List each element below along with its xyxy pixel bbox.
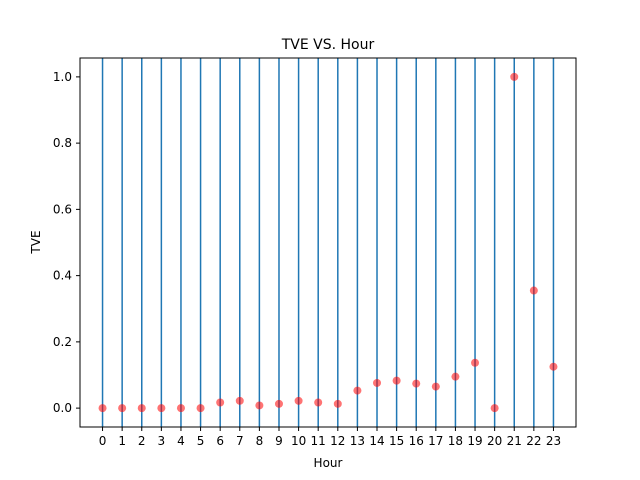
x-tick-label-9: 9 <box>275 434 283 448</box>
x-tick-label-17: 17 <box>428 434 443 448</box>
data-point-6 <box>216 398 225 407</box>
data-point-15 <box>392 376 401 385</box>
y-tick-label-1: 0.2 <box>53 335 72 349</box>
x-tick-label-21: 21 <box>507 434 522 448</box>
x-tick-label-18: 18 <box>448 434 463 448</box>
y-tick-label-3: 0.6 <box>53 202 72 216</box>
data-point-22 <box>529 286 538 295</box>
y-axis-ticks: 0.0 0.2 0.4 0.6 0.8 1.0 <box>53 70 80 415</box>
x-tick-label-6: 6 <box>216 434 224 448</box>
x-tick-label-15: 15 <box>389 434 404 448</box>
data-point-12 <box>333 399 342 408</box>
data-point-7 <box>235 396 244 405</box>
data-point-13 <box>353 386 362 395</box>
plot-frame <box>79 57 577 428</box>
chart-title: TVE VS. Hour <box>281 37 375 53</box>
y-tick-label-4: 0.8 <box>53 136 72 150</box>
data-point-2 <box>137 404 146 413</box>
data-point-0 <box>98 404 107 413</box>
data-point-11 <box>314 398 323 407</box>
data-point-16 <box>412 379 421 388</box>
x-tick-label-8: 8 <box>256 434 264 448</box>
data-point-5 <box>196 404 205 413</box>
data-point-23 <box>549 362 558 371</box>
data-point-19 <box>471 358 480 367</box>
data-point-1 <box>118 404 127 413</box>
x-axis-label: Hour <box>314 456 343 470</box>
data-point-9 <box>274 399 283 408</box>
data-point-3 <box>157 404 166 413</box>
data-point-8 <box>255 401 264 410</box>
x-tick-label-16: 16 <box>409 434 424 448</box>
x-tick-label-19: 19 <box>467 434 482 448</box>
y-tick-label-5: 1.0 <box>53 70 72 84</box>
x-tick-label-3: 3 <box>158 434 166 448</box>
x-tick-label-5: 5 <box>197 434 205 448</box>
x-tick-label-20: 20 <box>487 434 502 448</box>
x-tick-label-14: 14 <box>369 434 384 448</box>
x-axis-ticks: 0 1 2 3 4 5 6 7 8 9 10 11 12 13 14 15 16 17 18 19 20 21 22 23 <box>99 427 561 448</box>
data-point-18 <box>451 372 460 381</box>
x-tick-label-7: 7 <box>236 434 244 448</box>
x-tick-label-10: 10 <box>291 434 306 448</box>
data-point-17 <box>431 382 440 391</box>
vertical-lines <box>101 58 555 427</box>
x-tick-label-23: 23 <box>546 434 561 448</box>
data-point-14 <box>373 378 382 387</box>
x-tick-label-2: 2 <box>138 434 146 448</box>
y-tick-label-0: 0.0 <box>53 401 72 415</box>
data-point-10 <box>294 396 303 405</box>
x-tick-label-12: 12 <box>330 434 345 448</box>
y-axis-label: TVE <box>29 230 43 254</box>
data-point-21 <box>510 72 519 81</box>
x-tick-label-1: 1 <box>118 434 126 448</box>
data-point-20 <box>490 404 499 413</box>
x-tick-label-22: 22 <box>526 434 541 448</box>
x-tick-label-13: 13 <box>350 434 365 448</box>
data-point-4 <box>176 404 185 413</box>
x-tick-label-11: 11 <box>311 434 326 448</box>
x-tick-label-0: 0 <box>99 434 107 448</box>
data-points <box>98 72 558 413</box>
y-tick-label-2: 0.4 <box>53 269 72 283</box>
x-tick-label-4: 4 <box>177 434 185 448</box>
